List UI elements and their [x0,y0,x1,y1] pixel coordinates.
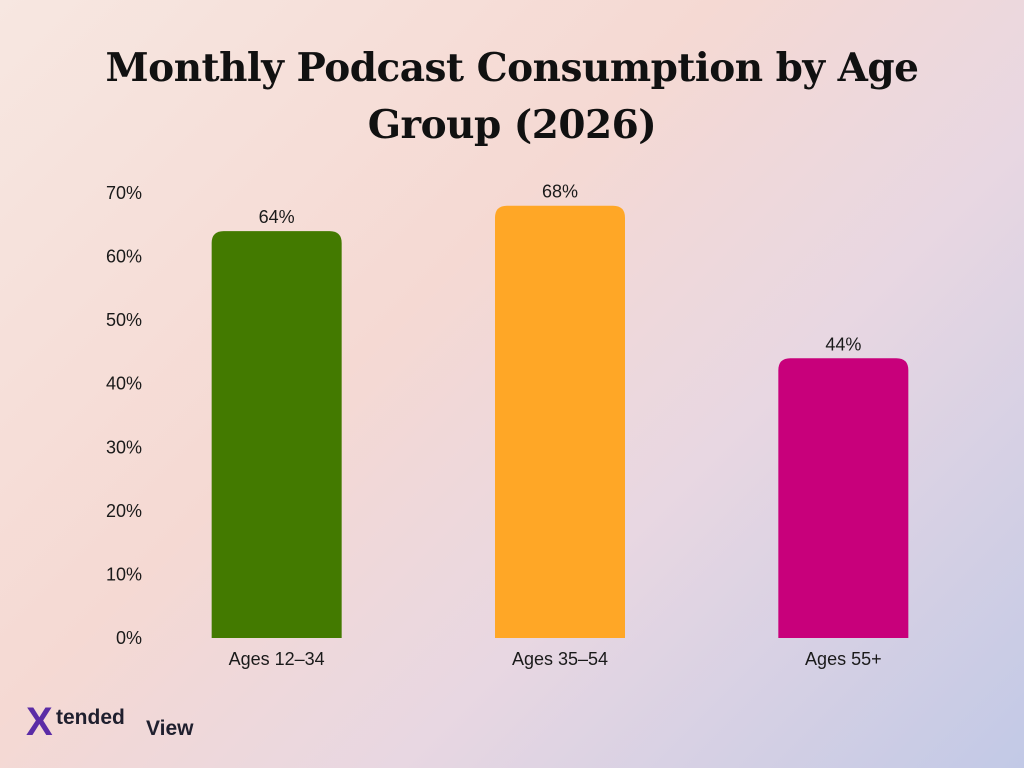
y-tick-label: 10% [106,564,142,584]
bars [211,205,909,638]
y-tick-label: 60% [106,247,142,267]
logo-text-view: View [146,717,194,740]
y-tick-label: 70% [106,183,142,203]
logo-x-mark: X [26,700,53,744]
bar-value-label: 68% [542,182,578,202]
y-tick-label: 20% [106,501,142,521]
y-tick-label: 30% [106,437,142,457]
bar-1 [495,205,625,638]
chart-title: Monthly Podcast Consumption by Age Group… [105,45,919,148]
bar-value-label: 64% [259,207,295,227]
category-label: Ages 55+ [805,649,882,669]
logo-text-tended: tended [56,706,125,729]
category-label: Ages 35–54 [512,649,608,669]
brand-logo: X tended View [26,700,256,746]
bar-value-label: 44% [825,334,861,354]
y-axis-ticks: 0% 10% 20% 30% 40% 50% 60% 70% [106,183,142,648]
y-tick-label: 0% [116,628,142,648]
y-tick-label: 40% [106,374,142,394]
bar-2 [778,358,909,638]
category-labels: Ages 12–34 Ages 35–54 Ages 55+ [229,649,882,669]
y-tick-label: 50% [106,310,142,330]
category-label: Ages 12–34 [229,649,325,669]
bar-0 [211,231,342,638]
value-labels: 64% 68% 44% [259,182,862,355]
